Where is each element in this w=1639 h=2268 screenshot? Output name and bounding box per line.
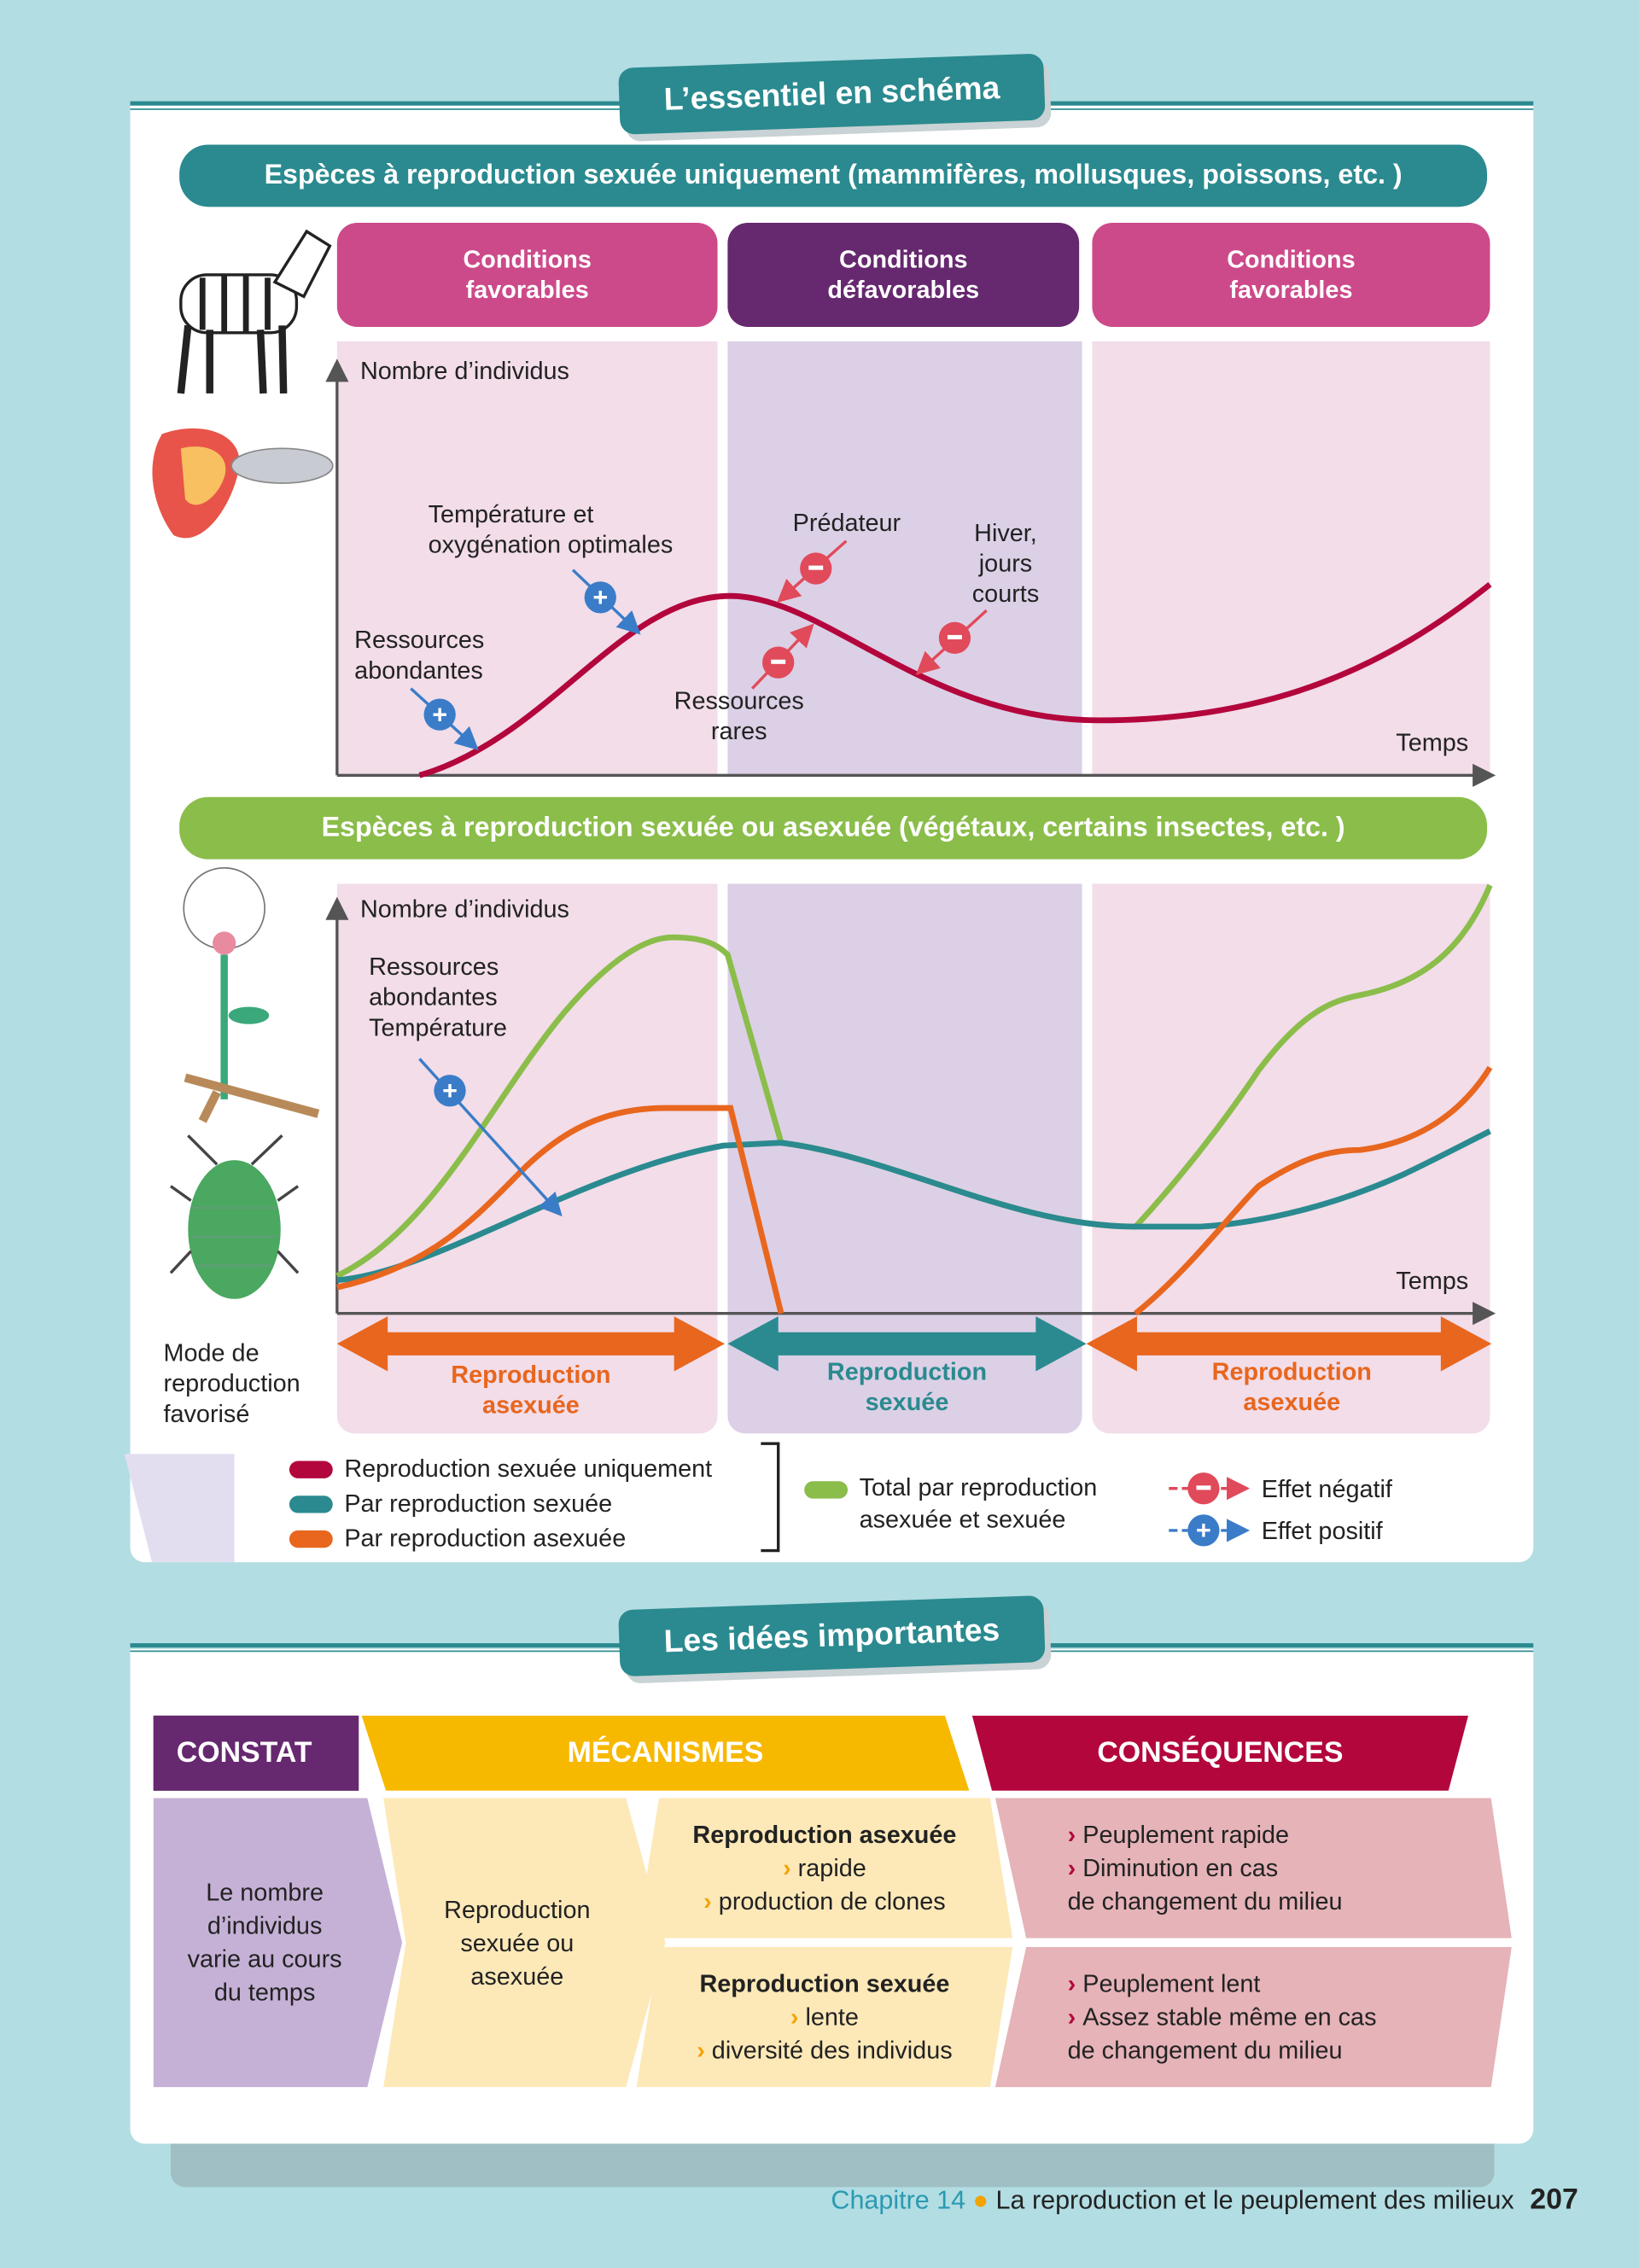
mecanisme-cell: Reproduction sexuée ou asexuée	[383, 1798, 666, 2088]
svg-text:+: +	[592, 583, 608, 612]
chart1-axes	[325, 359, 1496, 787]
legend-asexual: Par reproduction asexuée	[289, 1522, 626, 1557]
footer-title: La reproduction et le peuplement des mil…	[995, 2185, 1514, 2215]
svg-text:+: +	[432, 700, 447, 729]
negative-effect-icon	[750, 623, 814, 690]
svg-text:+: +	[442, 1076, 458, 1105]
banner-sexual-or-asexual: Espèces à reproduction sexuée ou asexuée…	[179, 796, 1488, 860]
consequences-asexual-cell: › Peuplement rapide › Diminution en cas …	[994, 1798, 1512, 1939]
legend-positive: Effet positif	[1261, 1517, 1383, 1545]
fish-icon	[152, 428, 334, 539]
chart2-ylabel: Nombre d’individus	[359, 895, 569, 924]
mode-arrow-asexual-1	[336, 1316, 725, 1372]
curve-sexual-only	[418, 581, 1492, 778]
condition-favorable-2: Conditions favorables	[1092, 222, 1490, 327]
mode-label: Mode de reproduction favorisé	[163, 1339, 300, 1428]
mode-arrow-asexual-2	[1086, 1316, 1492, 1372]
sexual-mechanism-cell: Reproduction sexuée › lente › diversité …	[636, 1946, 1013, 2088]
svg-text:+: +	[1196, 1516, 1211, 1545]
label-hiver: Hiver, jours courts	[971, 519, 1040, 608]
mode-asexual-2: Reproduction asexuée	[1211, 1358, 1372, 1417]
curve-total	[335, 883, 1493, 1279]
positive-effect-icon: +	[410, 687, 479, 750]
aphid-icon	[169, 1134, 300, 1299]
consequences-sexual-cell: › Peuplement lent › Assez stable même en…	[994, 1946, 1512, 2088]
positive-effect-icon: +	[418, 1058, 563, 1217]
curve-asexual	[336, 1105, 785, 1315]
asexual-item: › production de clones	[703, 1887, 946, 1915]
header-constat: CONSTAT	[153, 1715, 359, 1791]
positive-effect-icon: +	[571, 568, 641, 635]
condition-unfavorable: Conditions défavorables	[727, 222, 1080, 327]
banner-sexual-only: Espèces à reproduction sexuée uniquement…	[179, 144, 1488, 207]
legend-negative: Effet négatif	[1261, 1475, 1392, 1503]
label-temperature: Température et oxygénation optimales	[428, 500, 674, 559]
page-footer: Chapitre 14 ● La reproduction et le peup…	[831, 2183, 1578, 2217]
negative-effect-legend-icon	[1169, 1472, 1251, 1505]
mode-sexual: Reproduction sexuée	[826, 1358, 988, 1417]
asexual-title: Reproduction asexuée	[692, 1821, 957, 1849]
chart2-xlabel: Temps	[1396, 1267, 1469, 1295]
panel	[727, 341, 1082, 776]
condition-favorable-1: Conditions favorables	[336, 222, 718, 327]
legend-bracket	[761, 1442, 780, 1553]
sexual-title: Reproduction sexuée	[699, 1970, 950, 1998]
zebra-icon	[177, 229, 332, 394]
positive-effect-legend-icon: +	[1169, 1514, 1251, 1547]
label-ressources-abondantes: Ressources abondantes	[354, 626, 485, 685]
header-mecanismes: MÉCANISMES	[361, 1715, 970, 1791]
legend-total: Total par reproduction asexuée et sexuée	[804, 1472, 1097, 1536]
chart1-xlabel: Temps	[1396, 729, 1469, 757]
asexual-mechanism-cell: Reproduction asexuée › rapide › producti…	[636, 1798, 1013, 1939]
mode-arrow-sexual	[727, 1316, 1087, 1372]
mode-asexual-1: Reproduction asexuée	[451, 1361, 611, 1420]
chart1-ylabel: Nombre d’individus	[359, 357, 569, 385]
label-ressources-rares: Ressources rares	[674, 686, 804, 745]
curve-sexual	[336, 1128, 1491, 1284]
chart2-axes	[325, 896, 1496, 1326]
label-annotation: Ressources abondantes Température	[369, 953, 507, 1042]
label-predateur: Prédateur	[792, 509, 901, 537]
legend-sexual-only: Reproduction sexuée uniquement	[289, 1452, 712, 1487]
flower-icon	[183, 866, 320, 1123]
header-consequences: CONSÉQUENCES	[971, 1715, 1469, 1791]
legend-sexual: Par reproduction sexuée	[289, 1487, 612, 1522]
sexual-item: › diversité des individus	[697, 2036, 953, 2065]
constat-cell: Le nombre d’individus varie au cours du …	[153, 1798, 403, 2088]
curve-asexual	[1134, 1065, 1493, 1316]
sexual-item: › lente	[790, 2003, 859, 2032]
panel	[336, 341, 718, 776]
negative-effect-icon	[777, 539, 848, 603]
negative-effect-icon	[915, 609, 988, 675]
footer-chapter: Chapitre 14	[831, 2185, 966, 2215]
page-number: 207	[1530, 2183, 1578, 2217]
asexual-item: › rapide	[783, 1854, 866, 1882]
panel	[1092, 341, 1490, 776]
